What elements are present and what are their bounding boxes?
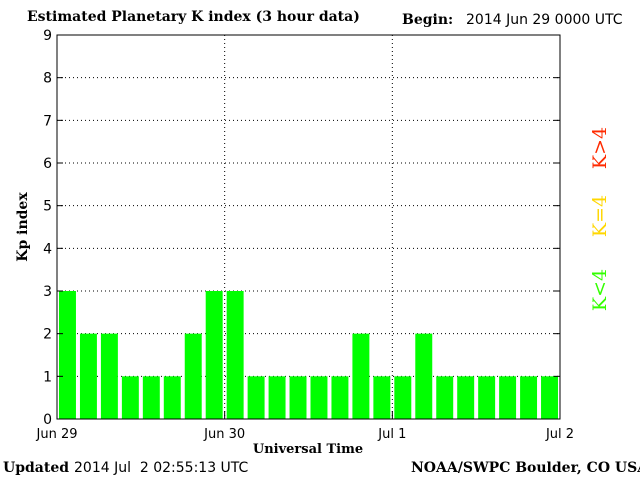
y-tick-label: 3	[43, 284, 52, 300]
y-tick-label: 4	[43, 241, 52, 257]
y-tick-label: 0	[43, 412, 52, 428]
y-tick-label: 2	[43, 327, 52, 343]
kp-bar	[541, 376, 558, 419]
kp-bar	[226, 291, 244, 419]
legend-equal: K=4	[589, 194, 611, 238]
kp-bar	[79, 333, 97, 419]
grid-layer	[57, 35, 560, 419]
kp-bar	[310, 376, 328, 419]
updated-label: Updated	[3, 460, 70, 476]
kp-bar	[247, 376, 265, 419]
y-tick-label: 9	[43, 28, 52, 44]
chart-title: Estimated Planetary K index (3 hour data…	[27, 9, 360, 25]
kp-bar	[100, 333, 118, 419]
kp-bar	[436, 376, 454, 419]
updated-value: 2014 Jul 2 02:55:13 UTC	[74, 460, 249, 476]
x-tick-label: Jun 29	[36, 427, 78, 442]
bars-layer	[59, 291, 558, 419]
kp-bar	[352, 333, 370, 419]
kp-bar	[478, 376, 496, 419]
kp-bar	[268, 376, 286, 419]
x-tick-label: Jun 30	[203, 427, 245, 442]
kp-bar	[331, 376, 349, 419]
x-tick-label: Jul 2	[545, 427, 574, 442]
x-tick-label: Jul 1	[377, 427, 406, 442]
kp-bar	[142, 376, 160, 419]
begin-value: 2014 Jun 29 0000 UTC	[466, 12, 623, 28]
kp-bar	[121, 376, 139, 419]
kp-bar	[457, 376, 475, 419]
plot-frame	[56, 34, 561, 420]
y-tick-label: 5	[43, 199, 52, 215]
kp-bar	[520, 376, 538, 419]
legend-low: K<4	[589, 268, 611, 312]
y-tick-label: 1	[43, 369, 52, 385]
kp-bar	[59, 291, 76, 419]
ticks-layer: 0 1 2 3 4 5 6 7 8 9 Jun 29 Jun 30 Jul 1 Jul 2	[36, 28, 575, 442]
kp-bar	[415, 333, 433, 419]
kp-bar	[394, 376, 412, 419]
begin-label: Begin:	[402, 12, 454, 28]
y-tick-label: 8	[43, 71, 52, 87]
kp-bar	[163, 376, 181, 419]
kp-bar	[184, 333, 202, 419]
kp-bar	[373, 376, 391, 419]
kp-bar	[499, 376, 517, 419]
x-axis-label: Universal Time	[253, 442, 363, 457]
y-axis-label: Kp index	[15, 192, 31, 262]
kp-bar	[205, 291, 223, 419]
credit-text: NOAA/SWPC Boulder, CO USA	[411, 460, 640, 476]
kp-bar	[289, 376, 307, 419]
y-tick-label: 7	[43, 113, 52, 129]
y-tick-label: 6	[43, 156, 52, 172]
